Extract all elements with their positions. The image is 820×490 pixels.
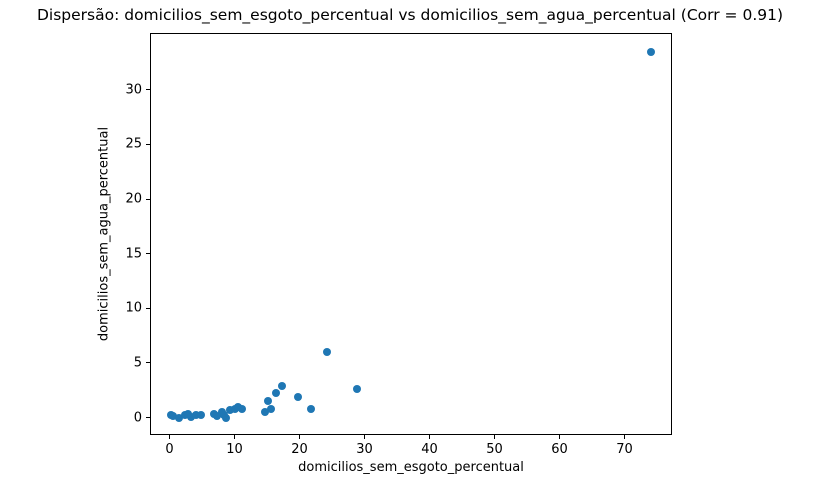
x-tick-label: 30 xyxy=(356,442,373,457)
data-point xyxy=(192,410,201,419)
data-point xyxy=(294,392,303,401)
y-tick-label: 25 xyxy=(125,136,142,152)
data-point xyxy=(237,404,246,413)
x-tick-mark xyxy=(169,435,170,439)
data-point xyxy=(646,47,655,56)
x-tick-mark xyxy=(624,435,626,439)
y-tick-label: 20 xyxy=(125,191,142,207)
data-point xyxy=(307,404,316,413)
data-point xyxy=(212,412,221,421)
x-tick-label: 10 xyxy=(226,442,243,457)
data-point xyxy=(225,406,234,415)
y-axis-label: domicilios_sem_agua_percentual xyxy=(96,126,112,342)
x-tick-mark xyxy=(559,435,561,439)
x-tick-label: 0 xyxy=(165,442,174,457)
y-tick-mark xyxy=(146,198,150,200)
x-tick-mark xyxy=(234,435,235,439)
data-point xyxy=(352,385,361,394)
x-tick-mark xyxy=(364,435,366,439)
y-tick-mark xyxy=(146,89,150,91)
x-tick-mark xyxy=(429,435,431,439)
y-tick-label: 15 xyxy=(125,246,142,262)
y-tick-mark xyxy=(146,253,150,255)
x-tick-label: 20 xyxy=(291,442,308,457)
x-tick-label: 40 xyxy=(421,442,438,457)
data-point xyxy=(272,389,281,398)
y-tick-mark xyxy=(146,362,150,364)
y-tick-mark xyxy=(146,417,150,419)
chart-title: Dispersão: domicilios_sem_esgoto_percent… xyxy=(36,6,784,24)
data-point xyxy=(264,397,273,406)
y-tick-label: 5 xyxy=(133,355,142,371)
data-point xyxy=(186,412,195,421)
data-point xyxy=(175,413,184,422)
y-tick-mark xyxy=(146,307,150,309)
x-tick-mark xyxy=(299,435,300,439)
plot-area xyxy=(150,33,672,435)
x-tick-label: 70 xyxy=(616,442,633,457)
data-point xyxy=(323,347,332,356)
x-tick-label: 60 xyxy=(551,442,568,457)
x-tick-label: 50 xyxy=(486,442,503,457)
y-tick-label: 10 xyxy=(125,300,142,316)
y-tick-mark xyxy=(146,143,150,145)
y-tick-label: 0 xyxy=(133,410,142,426)
data-point xyxy=(261,408,270,417)
x-tick-mark xyxy=(494,435,496,439)
data-point xyxy=(222,413,231,422)
data-point xyxy=(266,404,275,413)
x-axis-label: domicilios_sem_esgoto_percentual xyxy=(298,460,524,475)
data-point xyxy=(277,381,286,390)
y-tick-label: 30 xyxy=(125,82,142,98)
data-point xyxy=(196,411,205,420)
data-point xyxy=(169,412,178,421)
